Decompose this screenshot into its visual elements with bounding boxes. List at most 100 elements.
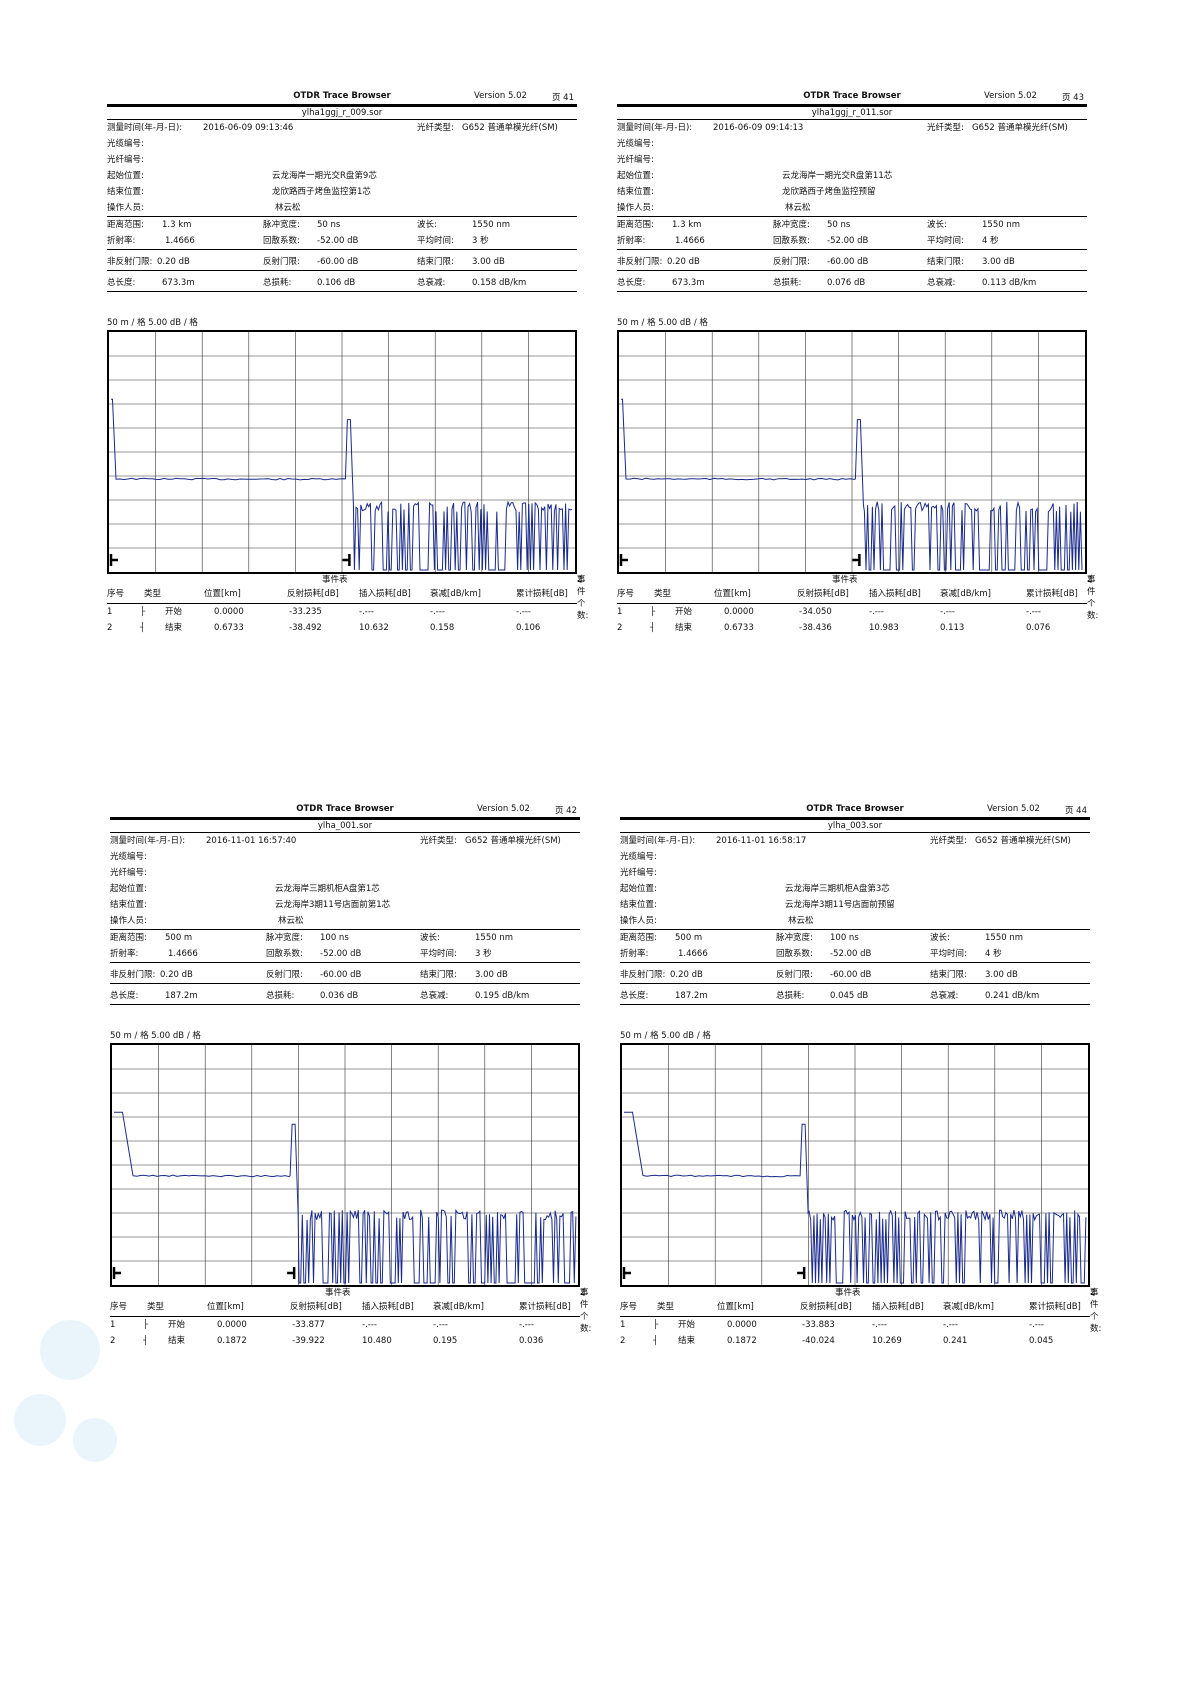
start-pos-value: 云龙海岸一期光交R盘第11芯 bbox=[782, 171, 893, 181]
event-position: 0.0000 bbox=[724, 607, 754, 617]
end-pos-value: 云龙海岸3期11号店面前第1芯 bbox=[275, 900, 391, 910]
event-no: 2 bbox=[620, 1336, 626, 1346]
meta-row-time: 测量时间(年-月-日): 2016-11-01 16:58:17 光纤类型: G… bbox=[620, 833, 1090, 849]
nonrefl-value: 0.20 dB bbox=[160, 970, 193, 980]
meta-row-start: 起始位置: 云龙海岸一期光交R盘第11芯 bbox=[617, 168, 1087, 184]
event-reflectance: -34.050 bbox=[799, 607, 832, 617]
table-row: 1 ├ 开始 0.0000 -34.050 -.--- -.--- -.--- bbox=[617, 604, 1087, 620]
col-attenuation: 衰减[dB/km] bbox=[430, 589, 481, 599]
param-row-1: 距离范围: 1.3 km 脉冲宽度: 50 ns 波长: 1550 nm bbox=[617, 217, 1087, 233]
col-position: 位置[km] bbox=[717, 1302, 754, 1312]
col-no: 序号 bbox=[617, 589, 635, 599]
range-value: 1.3 km bbox=[672, 220, 702, 230]
avg-time-value: 3 秒 bbox=[475, 949, 492, 959]
event-no: 1 bbox=[107, 607, 113, 617]
report-trace-1: OTDR Trace Browser Version 5.02 页 41 ylh… bbox=[107, 90, 588, 636]
event-cumulative-loss: -.--- bbox=[516, 607, 531, 617]
range-value: 500 m bbox=[165, 933, 193, 943]
refl-label: 反射门限: bbox=[776, 970, 813, 980]
event-cumulative-loss: 0.106 bbox=[516, 623, 541, 633]
page-number: 页 42 bbox=[554, 806, 577, 816]
meta-row-fiber: 光纤编号: bbox=[617, 152, 1087, 168]
event-table-body: 1 ├ 开始 0.0000 -33.877 -.--- -.--- -.--- … bbox=[110, 1317, 580, 1349]
refl-value: -60.00 dB bbox=[827, 257, 869, 267]
start-pos-value: 云龙海岸三期机柜A盘第1芯 bbox=[275, 884, 380, 894]
param-row-4: 总长度: 673.3m 总损耗: 0.076 dB 总衰减: 0.113 dB/… bbox=[617, 275, 1087, 292]
end-pos-label: 结束位置: bbox=[620, 900, 657, 910]
col-reflectance: 反射损耗[dB] bbox=[797, 589, 849, 599]
event-insertion-loss: 10.632 bbox=[359, 623, 389, 633]
event-cumulative-loss: 0.045 bbox=[1029, 1336, 1054, 1346]
event-cumulative-loss: -.--- bbox=[1029, 1320, 1044, 1330]
ior-value: 1.4666 bbox=[675, 236, 705, 246]
event-type-icon: ├ bbox=[140, 607, 146, 617]
event-type: 结束 bbox=[678, 1336, 696, 1346]
fiber-id-label: 光纤编号: bbox=[110, 868, 147, 878]
backscatter-value: -52.00 dB bbox=[317, 236, 359, 246]
event-table-title: 事件表 bbox=[835, 1288, 861, 1298]
meta-row-cable: 光缆编号: bbox=[110, 849, 580, 865]
total-atten-label: 总衰减: bbox=[417, 278, 446, 288]
event-attenuation: -.--- bbox=[940, 607, 955, 617]
pulse-label: 脉冲宽度: bbox=[773, 220, 810, 230]
version-label: Version 5.02 bbox=[987, 804, 1040, 814]
meta-row-cable: 光缆编号: bbox=[107, 136, 577, 152]
param-row-3: 非反射门限: 0.20 dB 反射门限: -60.00 dB 结束门限: 3.0… bbox=[110, 967, 580, 984]
range-label: 距离范围: bbox=[620, 933, 657, 943]
pulse-label: 脉冲宽度: bbox=[776, 933, 813, 943]
ior-label: 折射率: bbox=[617, 236, 646, 246]
start-event-marker bbox=[619, 554, 628, 566]
event-type-icon: ┤ bbox=[653, 1336, 659, 1346]
col-no: 序号 bbox=[110, 1302, 128, 1312]
event-table-caption: 事件表 事件个数: 2 bbox=[832, 575, 1099, 621]
event-type: 结束 bbox=[165, 623, 183, 633]
backscatter-label: 回散系数: bbox=[266, 949, 303, 959]
wavelength-label: 波长: bbox=[930, 933, 950, 943]
total-length-label: 总长度: bbox=[110, 991, 139, 1001]
event-reflectance: -38.436 bbox=[799, 623, 832, 633]
page-number: 页 41 bbox=[551, 93, 574, 103]
event-insertion-loss: 10.983 bbox=[869, 623, 899, 633]
refl-value: -60.00 dB bbox=[830, 970, 872, 980]
event-table-caption: 事件表 事件个数: 2 bbox=[835, 1288, 1102, 1334]
fiber-type-label: 光纤类型: bbox=[927, 123, 964, 133]
range-label: 距离范围: bbox=[107, 220, 144, 230]
event-table-header: 序号 类型 位置[km] 反射损耗[dB] 插入损耗[dB] 衰减[dB/km]… bbox=[107, 586, 577, 604]
end-event-marker bbox=[342, 554, 351, 566]
end-threshold-value: 3.00 dB bbox=[475, 970, 508, 980]
refl-value: -60.00 dB bbox=[320, 970, 362, 980]
total-atten-value: 0.158 dB/km bbox=[472, 278, 527, 288]
col-insertion-loss: 插入损耗[dB] bbox=[359, 589, 411, 599]
start-pos-label: 起始位置: bbox=[110, 884, 147, 894]
nonrefl-label: 非反射门限: bbox=[107, 257, 153, 267]
report-trace-4: OTDR Trace Browser Version 5.02 页 44 ylh… bbox=[620, 803, 1102, 1349]
nonrefl-value: 0.20 dB bbox=[667, 257, 700, 267]
report-trace-3: OTDR Trace Browser Version 5.02 页 42 ylh… bbox=[110, 803, 591, 1349]
event-no: 1 bbox=[617, 607, 623, 617]
event-type-icon: ├ bbox=[143, 1320, 149, 1330]
param-row-1: 距离范围: 500 m 脉冲宽度: 100 ns 波长: 1550 nm bbox=[110, 930, 580, 946]
event-type-icon: ┤ bbox=[143, 1336, 149, 1346]
otdr-trace-line bbox=[114, 1111, 577, 1284]
param-row-1: 距离范围: 1.3 km 脉冲宽度: 50 ns 波长: 1550 nm bbox=[107, 217, 577, 233]
event-reflectance: -38.492 bbox=[289, 623, 322, 633]
fiber-type-label: 光纤类型: bbox=[420, 836, 457, 846]
file-name: ylha1ggj_r_009.sor bbox=[107, 107, 577, 120]
col-type: 类型 bbox=[144, 589, 162, 599]
event-cumulative-loss: 0.036 bbox=[519, 1336, 544, 1346]
event-reflectance: -33.877 bbox=[292, 1320, 325, 1330]
col-attenuation: 衰减[dB/km] bbox=[433, 1302, 484, 1312]
total-length-label: 总长度: bbox=[617, 278, 646, 288]
param-row-3: 非反射门限: 0.20 dB 反射门限: -60.00 dB 结束门限: 3.0… bbox=[617, 254, 1087, 271]
event-type: 开始 bbox=[678, 1320, 696, 1330]
file-name: ylha_001.sor bbox=[110, 820, 580, 833]
nonrefl-label: 非反射门限: bbox=[617, 257, 663, 267]
event-table-body: 1 ├ 开始 0.0000 -34.050 -.--- -.--- -.--- … bbox=[617, 604, 1087, 636]
event-table-body: 1 ├ 开始 0.0000 -33.235 -.--- -.--- -.--- … bbox=[107, 604, 577, 636]
event-insertion-loss: -.--- bbox=[869, 607, 884, 617]
event-cumulative-loss: 0.076 bbox=[1026, 623, 1051, 633]
end-threshold-label: 结束门限: bbox=[927, 257, 964, 267]
backscatter-label: 回散系数: bbox=[776, 949, 813, 959]
measure-time-value: 2016-06-09 09:14:13 bbox=[713, 123, 804, 133]
total-length-value: 187.2m bbox=[675, 991, 708, 1001]
